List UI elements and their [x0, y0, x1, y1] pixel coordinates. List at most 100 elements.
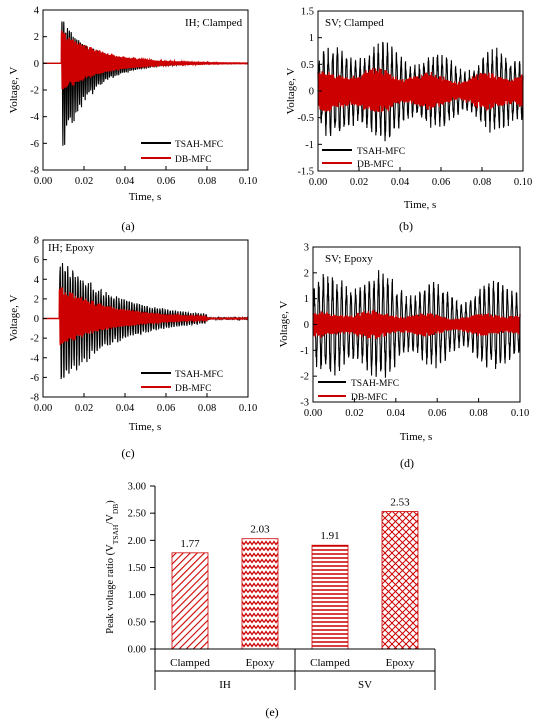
y-tick-label: -1	[305, 140, 314, 151]
x-tick-label: 0.06	[157, 176, 175, 187]
y-tick-label: 3.00	[128, 482, 146, 493]
legend-label: TSAH-MFC	[175, 370, 223, 380]
y-axis-label: Voltage, V	[278, 301, 290, 348]
y-tick-label: 1	[304, 294, 309, 305]
panel-c: -8 -6 -4 -2 0 2 4 6 8 0.00 0.02 0.04 0.06 0.08 0.10 IH…	[8, 236, 257, 461]
panel-a: -8 -6 -4 -2 0 2 4 0.00 0.02 0.04 0.06 0.08 0.10 IH; …	[8, 6, 257, 234]
x-tick-label: 0.02	[345, 408, 363, 419]
x-tick-label: 0.04	[116, 176, 135, 187]
x-tick-label: 0.04	[387, 408, 406, 419]
y-tick-label: 0.5	[301, 60, 314, 71]
y-tick-label: 6	[34, 255, 39, 266]
bar-value-label: 1.91	[320, 530, 339, 542]
y-tick-label: -6	[30, 139, 39, 150]
chart-title: IH; Clamped	[185, 17, 243, 29]
y-tick-label: 4	[34, 6, 40, 17]
panel-e: 0.00 0.50 1.00 1.50 2.00 2.50 3.00 1.77 2.03 1.9…	[105, 482, 436, 719]
legend-label: TSAH-MFC	[351, 379, 399, 389]
bar	[171, 552, 209, 650]
y-tick-label: -2	[300, 372, 309, 383]
x-tick-label: 0.08	[198, 403, 216, 414]
x-tick-label: 0.08	[198, 176, 216, 187]
legend: TSAH-MFC DB-MFC	[141, 370, 223, 394]
y-tick-label: 8	[34, 236, 39, 247]
signal-line-db-mfc	[43, 287, 249, 346]
y-tick-label: 0	[309, 87, 314, 98]
y-tick-label: 1.50	[128, 563, 146, 574]
y-tick-label: 0.00	[128, 645, 146, 656]
y-tick-label: -2	[30, 86, 39, 97]
legend: TSAH-MFC DB-MFC	[141, 140, 223, 165]
x-axis-label: Time, s	[400, 431, 433, 443]
x-tick-label: 0.10	[511, 408, 529, 419]
legend-label: TSAH-MFC	[357, 147, 405, 157]
bar-value-label: 2.03	[250, 524, 270, 536]
y-tick-label: -8	[30, 393, 39, 404]
x-axis-label: Time, s	[129, 421, 162, 433]
y-axis-label: Voltage, V	[8, 295, 20, 342]
y-tick-label: -1.5	[297, 167, 314, 178]
x-tick-label: 0.00	[304, 408, 322, 419]
x-tick-label: 0.04	[116, 403, 135, 414]
y-tick-label: 0.50	[128, 617, 146, 628]
x-tick-label: 0.08	[473, 177, 491, 188]
panel-label: (e)	[265, 705, 278, 719]
y-tick-label: -3	[300, 398, 309, 409]
x-tick-label: 0.06	[157, 403, 175, 414]
chart-title: IH; Epoxy	[48, 242, 95, 254]
category-label: Clamped	[170, 657, 210, 669]
y-tick-label: -1	[300, 346, 309, 357]
legend-label: DB-MFC	[357, 160, 393, 170]
group-label: SV	[358, 679, 372, 691]
y-tick-label: 1.00	[128, 590, 146, 601]
x-tick-label: 0.10	[239, 403, 257, 414]
x-tick-label: 0.02	[75, 403, 93, 414]
y-tick-label: 1	[309, 33, 314, 44]
y-tick-label: 3	[304, 243, 309, 254]
y-tick-label: 2	[304, 268, 309, 279]
x-axis-label: Time, s	[404, 199, 437, 211]
bar-value-label: 1.77	[180, 538, 200, 550]
panel-b: -1.5 -1 -0.5 0 0.5 1 1.5 0.00 0.02 0.04 0.06 0.08 0.…	[285, 7, 532, 234]
group-label: IH	[219, 679, 231, 691]
y-axis-label: Voltage, V	[8, 67, 20, 114]
panel-label: (a)	[121, 219, 134, 233]
y-tick-label: 2.00	[128, 536, 146, 547]
chart-title: SV; Clamped	[325, 17, 384, 29]
bar	[311, 544, 349, 650]
y-tick-label: 2	[34, 294, 39, 305]
x-tick-label: 0.00	[34, 403, 52, 414]
y-tick-label: -4	[30, 353, 39, 364]
category-label: Epoxy	[386, 657, 415, 669]
x-tick-label: 0.10	[514, 177, 532, 188]
legend: TSAH-MFC DB-MFC	[322, 147, 405, 170]
panel-label: (c)	[121, 446, 134, 460]
y-axis-label: Voltage, V	[285, 68, 297, 115]
y-tick-label: -0.5	[297, 113, 314, 124]
x-tick-label: 0.02	[75, 176, 93, 187]
x-axis-label: Time, s	[129, 191, 162, 203]
chart-title: SV; Epoxy	[325, 253, 373, 265]
legend-label: DB-MFC	[175, 155, 211, 165]
x-tick-label: 0.04	[391, 177, 410, 188]
panel-d: -3 -2 -1 0 1 2 3 0.00 0.02 0.04 0.06 0.08 0.10 SV; E…	[278, 243, 529, 471]
y-tick-label: -2	[30, 334, 39, 345]
y-tick-label: 2	[34, 32, 39, 43]
legend: TSAH-MFC DB-MFC	[318, 379, 399, 403]
signal-line-db-mfc	[43, 30, 249, 90]
category-label: Clamped	[310, 657, 350, 669]
legend-label: DB-MFC	[175, 384, 211, 394]
y-tick-label: 2.50	[128, 509, 146, 520]
y-tick-label: 1.5	[301, 7, 314, 18]
x-tick-label: 0.00	[34, 176, 52, 187]
y-tick-label: 0	[304, 320, 309, 331]
x-tick-label: 0.02	[350, 177, 368, 188]
signal-line-db-mfc	[312, 309, 521, 340]
bar	[241, 538, 279, 650]
bar-value-label: 2.53	[390, 497, 410, 509]
panel-label: (d)	[400, 456, 414, 470]
x-tick-label: 0.06	[428, 408, 446, 419]
legend-label: DB-MFC	[351, 393, 387, 403]
signal-line-db-mfc	[317, 67, 524, 113]
